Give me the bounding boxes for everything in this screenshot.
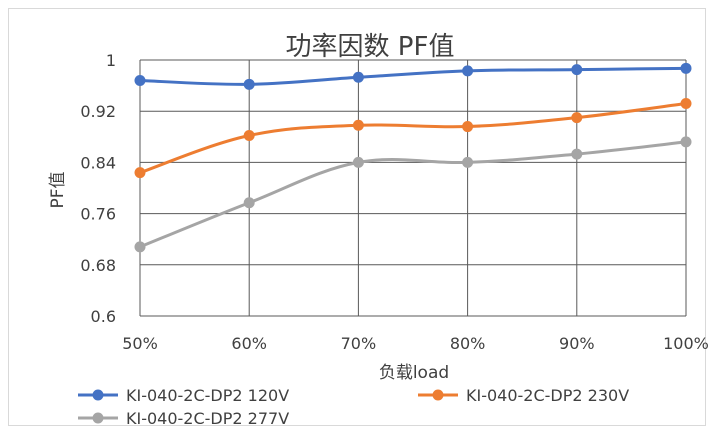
series-line <box>138 66 688 86</box>
data-point <box>462 121 474 133</box>
x-tick-label: 90% <box>559 334 595 353</box>
data-point <box>680 98 692 110</box>
gridlines <box>139 59 687 317</box>
x-tick-labels: 50% 60% 70% 80% 90% 100% <box>122 334 709 353</box>
data-point <box>134 241 146 253</box>
legend-item: KI-040-2C-DP2 277V <box>78 409 289 428</box>
data-point <box>352 119 364 131</box>
legend-label: KI-040-2C-DP2 277V <box>126 409 289 428</box>
y-tick-label: 0.68 <box>80 256 116 275</box>
series-lines <box>134 62 692 253</box>
data-point <box>462 156 474 168</box>
y-tick-label: 0.76 <box>80 205 116 224</box>
data-point <box>352 156 364 168</box>
data-point <box>352 71 364 83</box>
data-point <box>243 78 255 90</box>
legend-label: KI-040-2C-DP2 120V <box>126 386 289 405</box>
legend: KI-040-2C-DP2 120V KI-040-2C-DP2 230V KI-0… <box>78 386 629 428</box>
legend-swatch-marker <box>92 412 104 424</box>
y-axis-label: PF值 <box>48 171 68 208</box>
legend-swatch-marker <box>432 389 444 401</box>
series-line <box>138 140 688 249</box>
legend-item: KI-040-2C-DP2 120V <box>78 386 289 405</box>
x-tick-label: 50% <box>122 334 158 353</box>
y-tick-label: 0.6 <box>91 307 116 326</box>
x-tick-label: 80% <box>450 334 486 353</box>
data-point <box>134 167 146 179</box>
data-point <box>571 148 583 160</box>
data-point <box>680 62 692 74</box>
data-point <box>680 136 692 148</box>
data-point <box>571 64 583 76</box>
x-tick-label: 60% <box>231 334 267 353</box>
y-tick-label: 0.92 <box>80 102 116 121</box>
y-tick-label: 0.84 <box>80 153 116 172</box>
data-point <box>134 74 146 86</box>
data-point <box>462 65 474 77</box>
y-tick-label: 1 <box>106 51 116 70</box>
x-tick-label: 70% <box>341 334 377 353</box>
data-point <box>571 112 583 124</box>
series-1 <box>134 62 692 90</box>
x-tick-label: 100% <box>663 334 709 353</box>
x-axis-label: 负载load <box>379 363 449 383</box>
series-3 <box>134 136 692 253</box>
legend-label: KI-040-2C-DP2 230V <box>466 386 629 405</box>
data-point <box>243 197 255 209</box>
series-2 <box>134 98 692 179</box>
legend-item: KI-040-2C-DP2 230V <box>418 386 629 405</box>
series-line <box>138 102 688 175</box>
legend-swatch-marker <box>92 389 104 401</box>
y-tick-labels: 0.6 0.68 0.76 0.84 0.92 1 <box>80 51 116 326</box>
data-point <box>243 130 255 142</box>
chart-title: 功率因数 PF值 <box>286 32 455 62</box>
